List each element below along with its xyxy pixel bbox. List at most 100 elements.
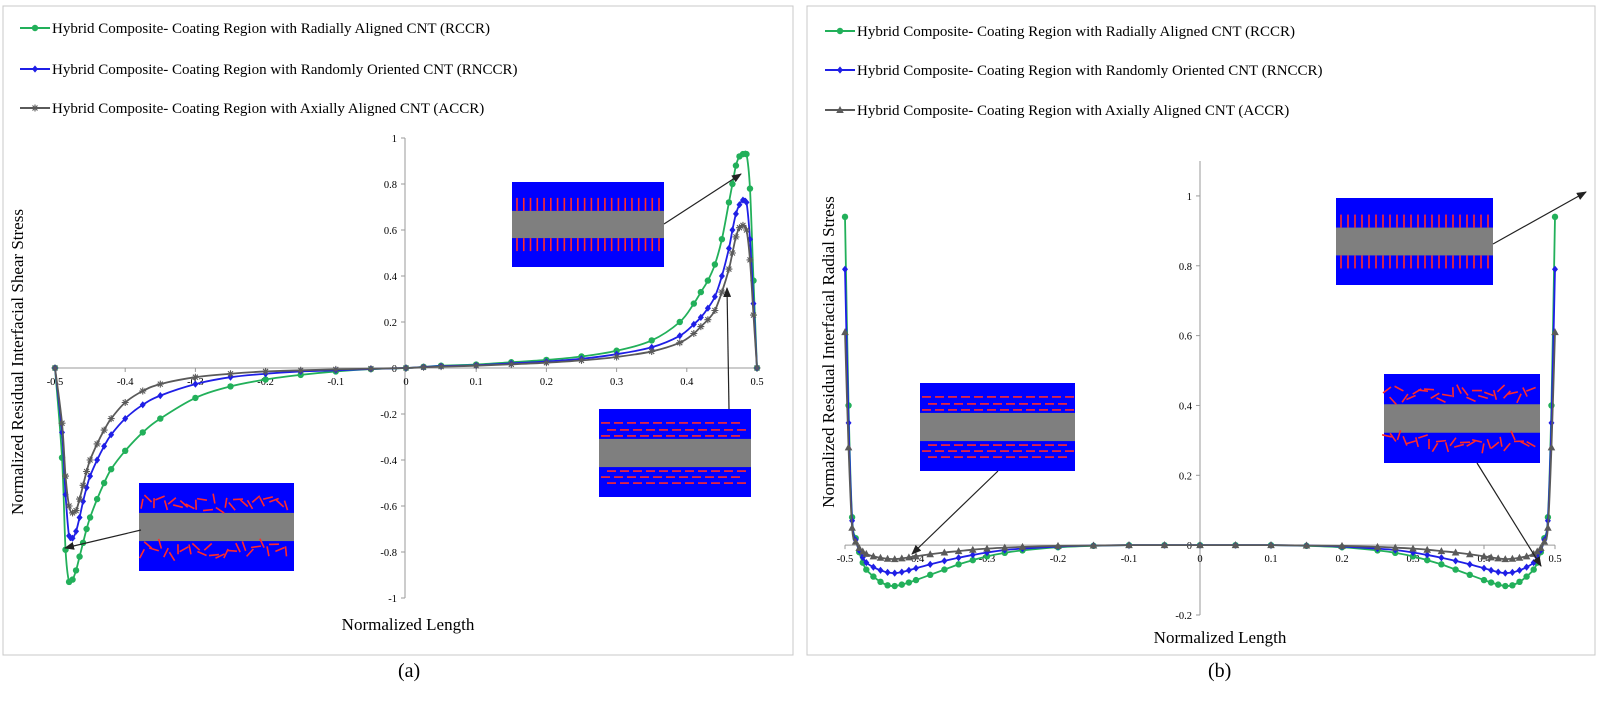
data-point-accr-a-39	[732, 233, 739, 240]
data-point-rccr-b-9	[884, 582, 890, 588]
legend-a-label-rccr: Hybrid Composite- Coating Region with Ra…	[52, 21, 490, 37]
y-axis-label-a: Normalized Residual Interfacial Shear St…	[8, 209, 27, 515]
data-point-accr-a-13	[122, 399, 129, 406]
data-point-accr-a-43	[746, 256, 753, 263]
y-tick-label-a-9: 0.8	[384, 180, 397, 191]
data-point-accr-a-1	[59, 420, 66, 427]
inset-fiber	[139, 513, 294, 541]
data-point-rccr-a-42	[743, 151, 749, 157]
data-point-rccr-b-10	[892, 583, 898, 589]
data-point-rccr-b-37	[1481, 577, 1487, 583]
x-tick-label-a-8: 0.3	[610, 377, 623, 388]
data-point-rccr-b-34	[1438, 561, 1444, 567]
x-tick-label-b-4: -0.1	[1121, 554, 1138, 565]
inset-axial-cnt-b	[920, 383, 1075, 471]
data-point-rccr-a-36	[719, 236, 725, 242]
data-point-rccr-b-14	[927, 572, 933, 578]
data-point-accr-a-24	[438, 363, 445, 370]
data-point-accr-a-34	[704, 316, 711, 323]
data-point-rccr-b-50	[1552, 214, 1558, 220]
data-point-accr-a-11	[101, 427, 108, 434]
y-tick-label-a-1: -0.8	[380, 548, 397, 559]
data-point-rccr-b-7	[870, 573, 876, 579]
data-point-rccr-b-39	[1495, 581, 1501, 587]
data-point-accr-a-0	[52, 365, 59, 372]
x-tick-label-a-5: 0	[403, 377, 408, 388]
data-point-accr-a-18	[262, 368, 269, 375]
legend-a-item-rnccr: Hybrid Composite- Coating Region with Ra…	[20, 62, 518, 78]
data-point-accr-a-14	[139, 388, 146, 395]
data-point-accr-a-12	[108, 415, 115, 422]
legend-b-label-accr: Hybrid Composite- Coating Region with Ax…	[857, 103, 1289, 119]
data-point-rccr-a-32	[691, 300, 697, 306]
data-point-accr-a-37	[725, 266, 732, 273]
data-point-accr-a-27	[543, 359, 550, 366]
legend-b-label-rccr: Hybrid Composite- Coating Region with Ra…	[857, 24, 1295, 40]
y-tick-label-a-3: -0.4	[380, 456, 397, 467]
y-tick-label-b-0: -0.2	[1175, 611, 1192, 622]
data-point-accr-a-35	[711, 307, 718, 314]
data-point-rccr-a-37	[726, 199, 732, 205]
inset-radial-cnt-b	[1336, 198, 1493, 285]
legend-a-item-accr: Hybrid Composite- Coating Region with Ax…	[20, 101, 484, 117]
y-tick-label-a-2: -0.6	[380, 502, 397, 513]
data-point-rccr-b-15	[941, 566, 947, 572]
y-tick-label-a-4: -0.2	[380, 410, 397, 421]
legend-b-item-rccr: Hybrid Composite- Coating Region with Ra…	[825, 24, 1295, 40]
data-point-accr-a-38	[729, 250, 736, 257]
y-tick-label-a-5: 0	[392, 364, 397, 375]
y-tick-label-b-4: 0.6	[1179, 332, 1192, 343]
panel-a: Hybrid Composite- Coating Region with Ra…	[3, 6, 793, 655]
data-point-accr-a-23	[420, 364, 427, 371]
y-tick-label-b-5: 0.8	[1179, 262, 1192, 273]
data-point-rccr-a-14	[140, 429, 146, 435]
inset-fiber	[512, 211, 664, 238]
data-point-rccr-b-12	[906, 579, 912, 585]
data-point-rccr-a-31	[677, 319, 683, 325]
x-tick-label-a-7: 0.2	[540, 377, 553, 388]
inset-cnt	[1436, 441, 1446, 442]
data-point-accr-a-3	[66, 503, 73, 510]
y-tick-label-a-0: -1	[388, 594, 397, 605]
inset-cnt	[1424, 389, 1434, 390]
x-tick-label-b-5: 0	[1197, 554, 1202, 565]
x-tick-label-a-4: -0.1	[327, 377, 344, 388]
inset-random-cnt-a	[139, 483, 294, 571]
legend-a: Hybrid Composite- Coating Region with Ra…	[20, 21, 518, 117]
inset-cnt	[209, 555, 219, 556]
x-axis-label-b: Normalized Length	[1154, 628, 1287, 647]
data-point-rccr-b-16	[955, 561, 961, 567]
data-point-accr-a-15	[157, 381, 164, 388]
data-point-rccr-a-5	[73, 567, 79, 573]
inset-cnt	[203, 510, 213, 511]
data-point-accr-a-17	[227, 370, 234, 377]
data-point-rccr-b-8	[877, 579, 883, 585]
data-point-rccr-a-43	[747, 185, 753, 191]
caption-a: (a)	[398, 660, 420, 683]
caption-b: (b)	[1208, 660, 1231, 683]
data-point-accr-a-22	[403, 365, 410, 372]
data-point-accr-a-9	[87, 457, 94, 464]
legend-b-label-rnccr: Hybrid Composite- Coating Region with Ra…	[857, 63, 1323, 79]
y-tick-label-b-2: 0.2	[1179, 471, 1192, 482]
data-point-rccr-b-44	[1531, 566, 1537, 572]
legend-marker-rccr	[32, 25, 38, 31]
x-tick-label-b-10: 0.5	[1548, 554, 1561, 565]
data-point-rccr-b-36	[1467, 572, 1473, 578]
data-point-accr-a-6	[76, 496, 83, 503]
data-point-accr-a-36	[718, 289, 725, 296]
data-point-accr-a-30	[648, 348, 655, 355]
data-point-rccr-a-38	[729, 181, 735, 187]
data-point-rccr-b-11	[899, 581, 905, 587]
y-tick-label-b-6: 1	[1187, 192, 1192, 203]
x-tick-label-b-6: 0.1	[1264, 554, 1277, 565]
data-point-accr-a-21	[367, 365, 374, 372]
data-point-accr-a-33	[697, 323, 704, 330]
y-axis-label-b: Normalized Residual Interfacial Radial S…	[819, 196, 838, 508]
data-point-rccr-a-4	[69, 576, 75, 582]
data-point-accr-a-29	[613, 353, 620, 360]
data-point-accr-a-31	[676, 339, 683, 346]
data-point-rccr-a-39	[733, 162, 739, 168]
data-point-rccr-a-12	[108, 466, 114, 472]
data-point-accr-a-42	[743, 227, 750, 234]
